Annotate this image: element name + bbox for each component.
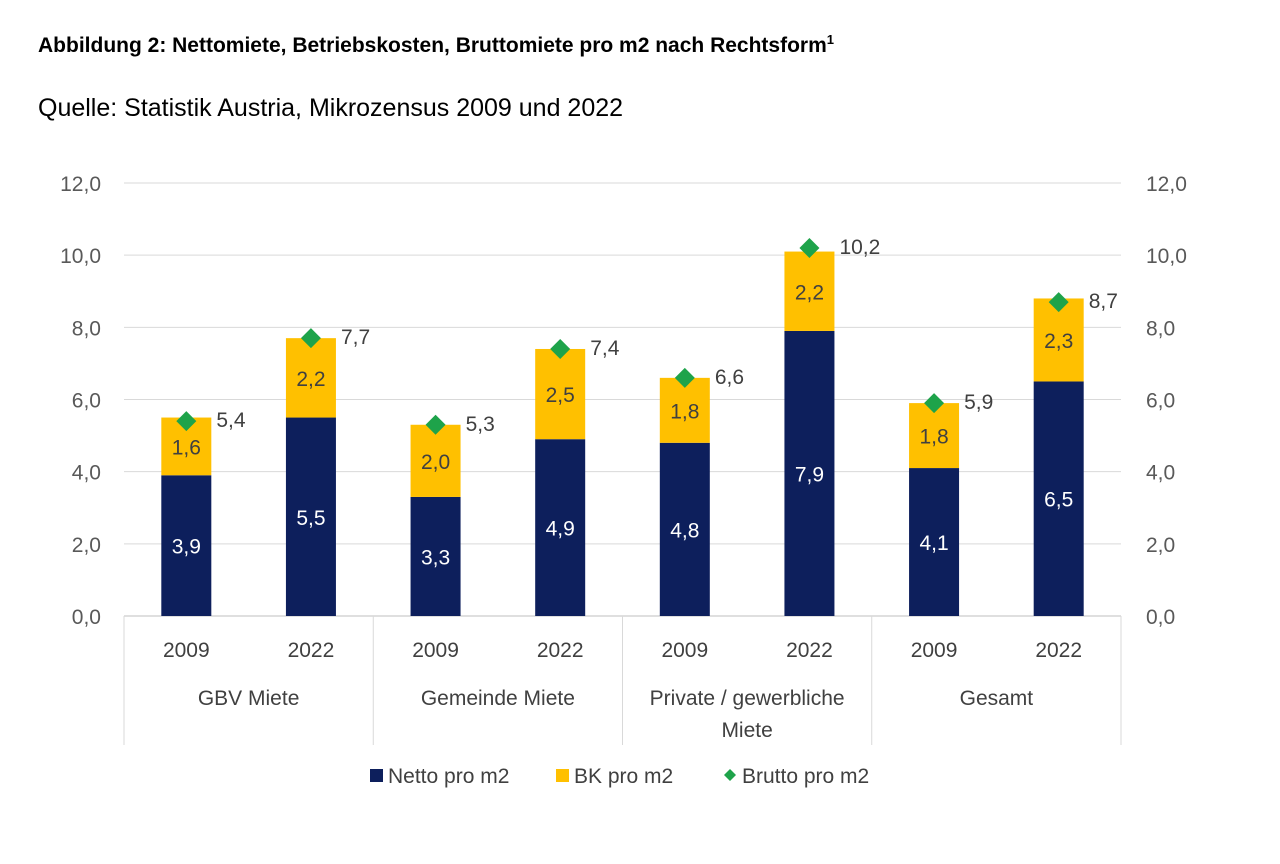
data-label-bk: 2,5 (546, 384, 575, 407)
bar-bk (285, 338, 336, 418)
x-tick-label: 2022 (537, 639, 584, 662)
data-label-bk: 1,6 (172, 436, 201, 459)
bar-netto (1033, 381, 1084, 616)
bar-bk (1033, 298, 1084, 382)
legend-swatch (370, 769, 383, 782)
group-label: Miete (721, 719, 772, 742)
x-tick-label: 2009 (911, 639, 958, 662)
bar-bk (535, 348, 586, 440)
bar-netto (285, 417, 336, 616)
title-footnote-marker: 1 (826, 32, 835, 47)
y-tick-label-left: 2,0 (72, 534, 101, 557)
y-tick-label-right: 12,0 (1146, 173, 1187, 196)
legend-swatch (724, 769, 736, 781)
data-label-brutto: 5,9 (964, 391, 993, 414)
y-tick-label-right: 0,0 (1146, 606, 1175, 629)
group-label: Gemeinde Miete (421, 687, 575, 710)
chart-title-text: Abbildung 2: Nettomiete, Betriebskosten,… (38, 34, 827, 57)
y-tick-label-left: 10,0 (60, 245, 101, 268)
y-tick-label-right: 8,0 (1146, 317, 1175, 340)
legend-swatch (556, 769, 569, 782)
marker-brutto (300, 328, 321, 349)
marker-brutto (1048, 292, 1069, 313)
bar-netto (784, 330, 835, 616)
legend-label: BK pro m2 (574, 765, 673, 788)
data-label-netto: 4,1 (919, 532, 948, 555)
chart-title: Abbildung 2: Nettomiete, Betriebskosten,… (38, 32, 834, 58)
y-tick-label-left: 4,0 (72, 462, 101, 485)
data-label-brutto: 8,7 (1089, 290, 1118, 313)
data-label-brutto: 7,4 (590, 337, 620, 360)
data-label-brutto: 10,2 (839, 236, 880, 259)
marker-brutto (425, 414, 446, 435)
marker-brutto (176, 411, 197, 432)
y-tick-label-right: 4,0 (1146, 462, 1175, 485)
x-tick-label: 2022 (1035, 639, 1082, 662)
data-label-netto: 3,3 (421, 546, 450, 569)
bar-netto (161, 475, 212, 616)
bar-netto (659, 442, 710, 616)
marker-brutto (674, 367, 695, 388)
chart-source: Quelle: Statistik Austria, Mikrozensus 2… (38, 94, 624, 122)
group-label: Gesamt (960, 687, 1034, 710)
data-label-netto: 4,8 (670, 519, 699, 542)
data-label-brutto: 5,4 (216, 409, 246, 432)
bar-bk (909, 403, 960, 469)
data-label-netto: 7,9 (795, 463, 824, 486)
group-label: Private / gewerbliche (650, 687, 845, 710)
bar-netto (909, 468, 960, 616)
y-tick-label-left: 0,0 (72, 606, 101, 629)
data-label-brutto: 7,7 (341, 326, 370, 349)
x-tick-label: 2022 (786, 639, 833, 662)
marker-brutto (550, 338, 571, 359)
legend-label: Brutto pro m2 (742, 765, 869, 788)
marker-brutto (924, 393, 945, 414)
data-label-bk: 1,8 (670, 400, 699, 423)
y-tick-label-left: 12,0 (60, 173, 101, 196)
bar-bk (784, 251, 835, 331)
data-label-brutto: 5,3 (466, 413, 495, 436)
data-label-bk: 2,0 (421, 451, 450, 474)
legend-label: Netto pro m2 (388, 765, 509, 788)
data-label-bk: 2,2 (296, 368, 325, 391)
y-tick-label-right: 6,0 (1146, 390, 1175, 413)
bar-bk (659, 377, 710, 443)
data-label-netto: 5,5 (296, 507, 325, 530)
x-tick-label: 2009 (163, 639, 210, 662)
x-tick-label: 2022 (288, 639, 335, 662)
bar-netto (410, 496, 461, 616)
y-tick-label-right: 2,0 (1146, 534, 1175, 557)
marker-brutto (799, 237, 820, 258)
data-label-netto: 4,9 (546, 518, 575, 541)
data-label-bk: 1,8 (919, 426, 948, 449)
y-tick-label-right: 10,0 (1146, 245, 1187, 268)
bar-bk (410, 424, 461, 497)
data-label-bk: 2,3 (1044, 330, 1073, 353)
x-tick-label: 2009 (661, 639, 708, 662)
y-tick-label-left: 6,0 (72, 390, 101, 413)
group-label: GBV Miete (198, 687, 300, 710)
data-label-brutto: 6,6 (715, 366, 744, 389)
y-tick-label-left: 8,0 (72, 317, 101, 340)
data-label-netto: 3,9 (172, 536, 201, 559)
data-label-netto: 6,5 (1044, 489, 1073, 512)
data-label-bk: 2,2 (795, 281, 824, 304)
x-tick-label: 2009 (412, 639, 459, 662)
bar-netto (535, 439, 586, 616)
